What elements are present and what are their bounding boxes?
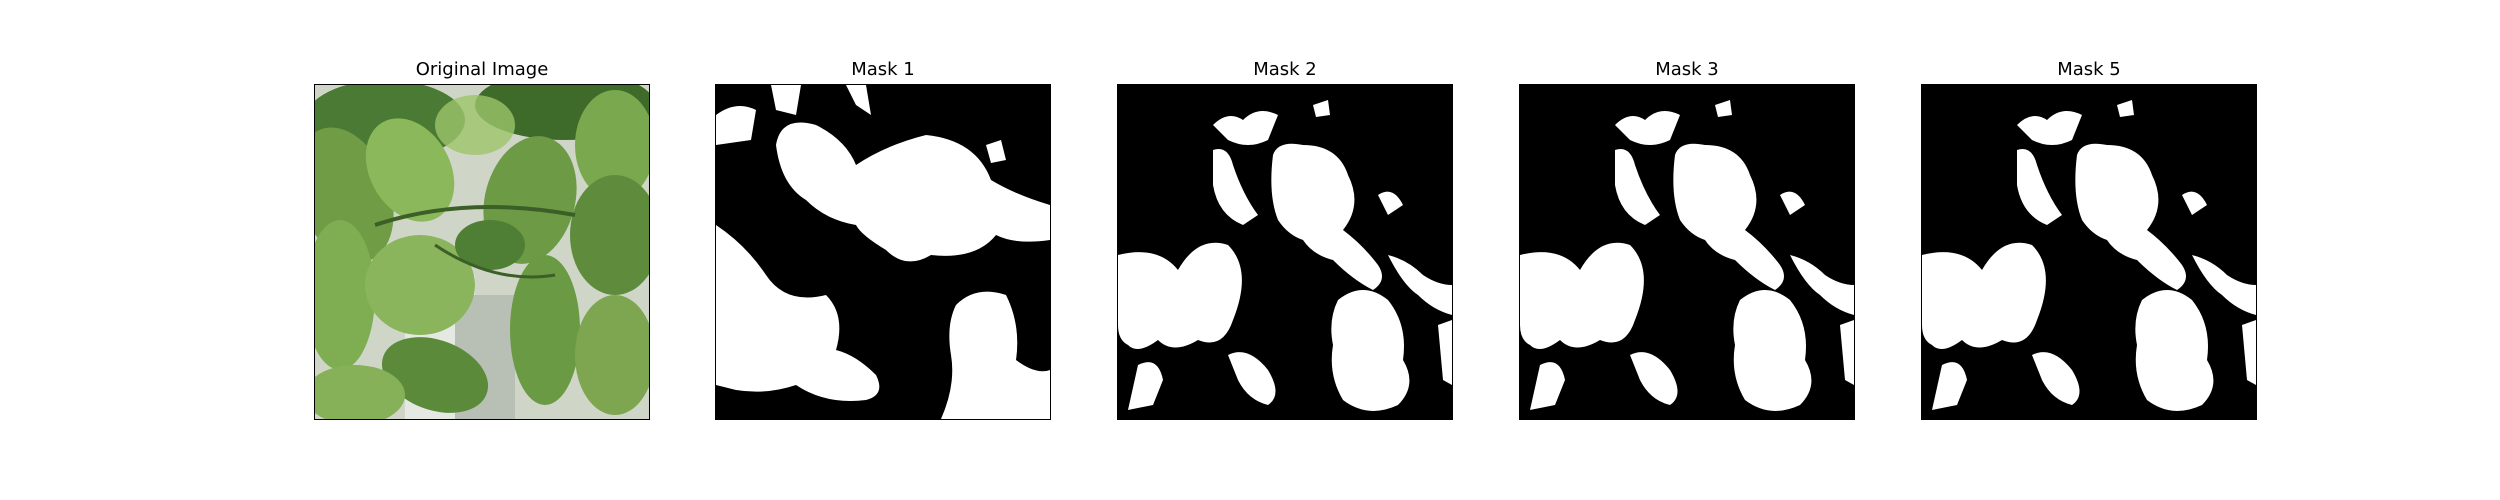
panel-title-mask-5: Mask 5 <box>2057 59 2121 80</box>
mask-1-shape <box>716 85 1050 419</box>
panel-title-mask-2: Mask 2 <box>1253 59 1317 80</box>
mask-3-image <box>1519 84 1855 420</box>
mask-5-shape <box>1922 85 2256 419</box>
panel-title-mask-3: Mask 3 <box>1655 59 1719 80</box>
panel-title-original: Original Image <box>415 59 549 80</box>
mask-2-shape <box>1118 85 1452 419</box>
mask-2-image <box>1117 84 1453 420</box>
leaves-photo <box>315 85 649 419</box>
panel-title-mask-1: Mask 1 <box>851 59 915 80</box>
mask-5-image <box>1921 84 2257 420</box>
mask-3-shape <box>1520 85 1854 419</box>
original-image <box>314 84 650 420</box>
mask-1-image <box>715 84 1051 420</box>
